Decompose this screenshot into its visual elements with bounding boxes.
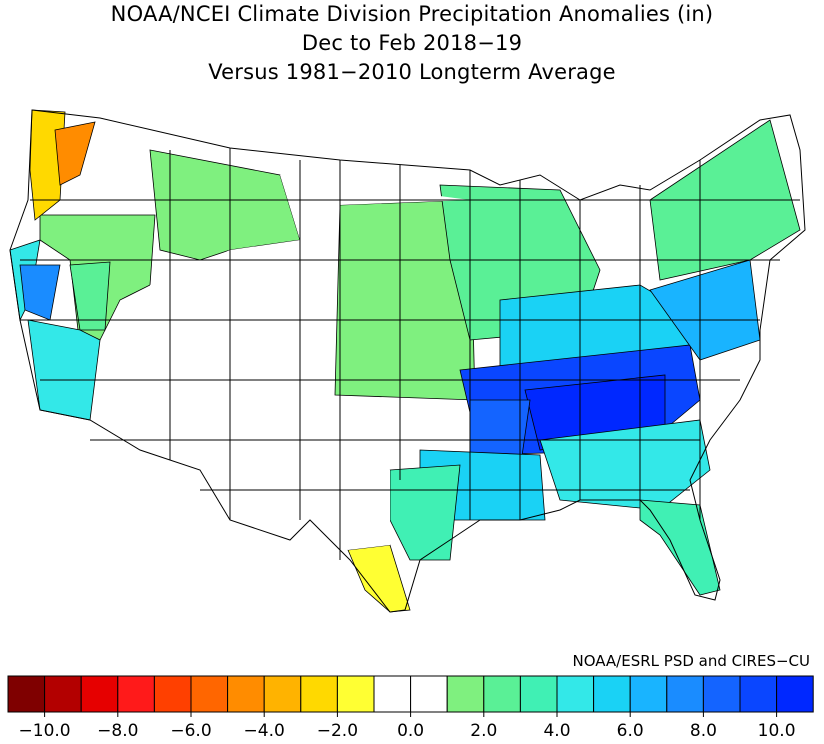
washington-olympic-anomaly [54,121,96,186]
title-line-2: Dec to Feb 2018−19 [301,31,523,55]
legend-tick-label: 2.0 [470,721,497,741]
legend-color-box [44,675,82,713]
legend-tick-label: −8.0 [97,721,138,741]
legend-tick-label: 8.0 [690,721,717,741]
legend-color-box [336,675,375,713]
title-line-3: Versus 1981−2010 Longterm Average [208,60,616,84]
legend-color-box [519,675,558,713]
legend-color-box [7,675,46,713]
california-central-anomaly [19,264,61,321]
legend-color-box [446,675,485,713]
legend-color-box [373,675,412,713]
neutral-land-areas [150,175,470,550]
legend-color-box [190,675,229,713]
legend-color-box [117,675,155,713]
legend-color-box [483,675,521,713]
legend-color-box [593,675,631,713]
legend-tick-label: 10.0 [758,721,796,741]
legend-color-box [153,675,192,713]
map-title: NOAA/NCEI Climate Division Precipitation… [0,0,824,87]
legend-color-box [227,675,265,713]
legend-color-box [300,675,338,713]
legend-tick-label: 6.0 [617,721,644,741]
legend-color-box [556,675,595,713]
legend-tick-label: −4.0 [244,721,285,741]
legend-tick-label: 0.0 [397,721,424,741]
florida-anomaly [639,499,721,596]
anomaly-layer [9,109,801,613]
data-credit: NOAA/ESRL PSD and CIRES−CU [572,652,810,670]
legend-color-box [629,675,668,713]
great-basin-anomaly [69,261,111,331]
legend-color-box [80,675,119,713]
south-texas-anomaly [347,544,411,613]
legend-tick-label: 4.0 [543,721,570,741]
legend-color-box [776,675,814,713]
legend-color-box [410,675,448,713]
legend-color-box [702,675,741,713]
title-line-1: NOAA/NCEI Climate Division Precipitation… [110,2,714,26]
legend-color-box [263,675,302,713]
legend-color-box [666,675,704,713]
division-boundaries [9,109,806,613]
color-legend: −10.0 −8.0 −6.0 −4.0 −2.0 0.0 2.0 4.0 6.0 8.0 10.0 [7,675,814,741]
legend-tick-label: −10.0 [19,721,71,741]
us-climate-division-map [9,109,806,613]
legend-tick-label: −2.0 [317,721,358,741]
legend-color-box [739,675,778,713]
legend-tick-label: −6.0 [170,721,211,741]
